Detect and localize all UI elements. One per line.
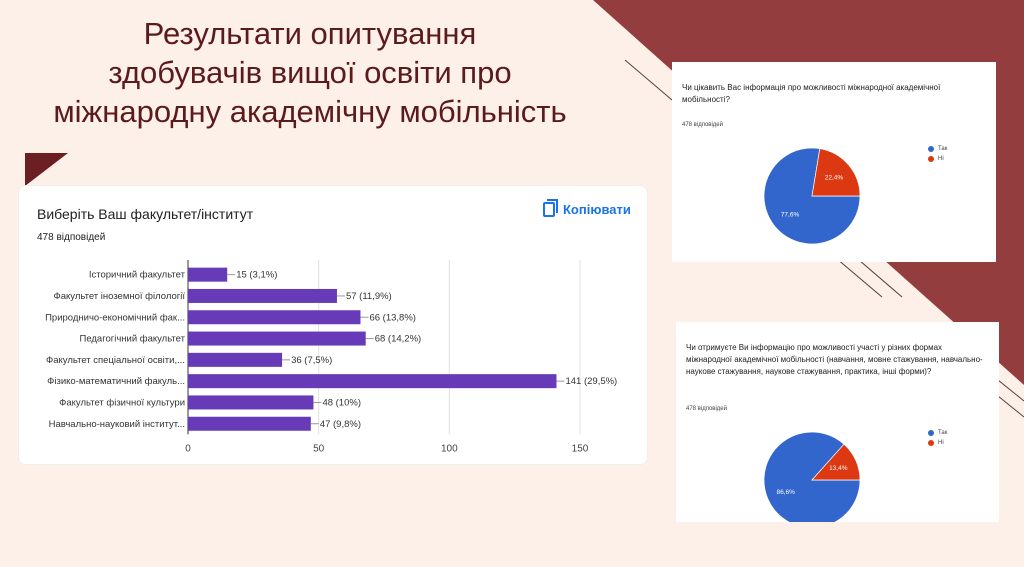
legend-label: Ні bbox=[938, 440, 944, 446]
legend-dot bbox=[928, 156, 934, 162]
question-text: Чи отримуєте Ви інформацію про можливост… bbox=[686, 343, 983, 376]
legend-label: Ні bbox=[938, 156, 944, 162]
legend-dot bbox=[928, 430, 934, 436]
category-label: Факультет іноземної філології bbox=[54, 291, 186, 302]
legend: Так Ні bbox=[928, 428, 947, 448]
bar bbox=[188, 310, 361, 325]
slice-label: 22,4% bbox=[825, 174, 844, 181]
data-label: 141 (29,5%) bbox=[565, 376, 617, 387]
category-label: Фізико-математичний факуль... bbox=[47, 376, 185, 387]
copy-label: Копіювати bbox=[563, 202, 631, 217]
response-count: 478 відповідей bbox=[682, 122, 723, 128]
bar bbox=[188, 288, 337, 303]
question-text: Чи цікавить Вас інформація про можливост… bbox=[682, 83, 941, 104]
legend-dot bbox=[928, 146, 934, 152]
pie-chart: 86,6% 13,4% bbox=[763, 431, 861, 522]
legend-item: Ні bbox=[928, 154, 947, 164]
category-label: Навчально-науковий інститут... bbox=[49, 419, 185, 430]
bar bbox=[188, 395, 314, 410]
legend: Так Ні bbox=[928, 144, 947, 164]
x-tick-label: 100 bbox=[441, 443, 458, 454]
legend-item: Так bbox=[928, 144, 947, 154]
pie-slice bbox=[763, 431, 861, 522]
slice-label: 77,6% bbox=[781, 212, 800, 219]
accent-triangle bbox=[25, 153, 68, 186]
title-line: міжнародну академічну мобільність bbox=[53, 94, 567, 129]
pie-slice bbox=[811, 148, 861, 197]
x-tick-label: 150 bbox=[572, 443, 589, 454]
title-line: здобувачів вищої освіти про bbox=[108, 55, 512, 90]
slice-label: 86,6% bbox=[776, 489, 795, 496]
category-label: Природничо-економічний фак... bbox=[45, 312, 185, 323]
legend-item: Ні bbox=[928, 438, 947, 448]
bar bbox=[188, 416, 311, 431]
bar bbox=[188, 331, 366, 346]
legend-label: Так bbox=[938, 146, 948, 152]
pie-slice bbox=[811, 443, 861, 481]
x-tick-label: 50 bbox=[313, 443, 325, 454]
bar bbox=[188, 267, 228, 282]
x-tick-label: 0 bbox=[185, 443, 191, 454]
legend-label: Так bbox=[938, 430, 948, 436]
title-line: Результати опитування bbox=[143, 16, 477, 51]
slide-title: Результати опитування здобувачів вищої о… bbox=[20, 14, 600, 131]
bar bbox=[188, 352, 283, 367]
category-label: Педагогічний факультет bbox=[79, 334, 185, 345]
pie-chart: 77,6% 22,4% bbox=[763, 147, 861, 245]
data-label: 66 (13,8%) bbox=[369, 312, 415, 323]
copy-button[interactable]: Копіювати bbox=[543, 199, 631, 217]
category-label: Історичний факультет bbox=[89, 270, 186, 281]
response-count: 478 відповідей bbox=[37, 232, 106, 243]
data-label: 57 (11,9%) bbox=[346, 291, 392, 302]
category-label: Факультет спеціальної освіти,... bbox=[46, 355, 185, 366]
data-label: 15 (3,1%) bbox=[236, 270, 277, 281]
bar bbox=[188, 374, 557, 389]
category-label: Факультет фізичної культури bbox=[59, 397, 185, 408]
data-label: 36 (7,5%) bbox=[291, 355, 332, 366]
bar-chart: 0 50 100 150 Історичний факультет 15 (3,1%) Фа… bbox=[45, 260, 617, 454]
data-label: 47 (9,8%) bbox=[320, 419, 361, 430]
faculty-chart-card: 0 50 100 150 Історичний факультет 15 (3,1%) Фа… bbox=[18, 185, 648, 465]
copy-icon bbox=[543, 199, 558, 217]
legend-item: Так bbox=[928, 428, 947, 438]
chart-title: Виберіть Ваш факультет/інститут bbox=[37, 206, 254, 222]
pie-card-received: Чи отримуєте Ви інформацію про можливост… bbox=[676, 322, 999, 522]
pie-card-interest: Чи цікавить Вас інформація про можливост… bbox=[672, 62, 996, 262]
response-count: 478 відповідей bbox=[686, 406, 727, 412]
slice-label: 13,4% bbox=[829, 465, 848, 472]
data-label: 68 (14,2%) bbox=[375, 334, 421, 345]
legend-dot bbox=[928, 440, 934, 446]
data-label: 48 (10%) bbox=[322, 397, 361, 408]
